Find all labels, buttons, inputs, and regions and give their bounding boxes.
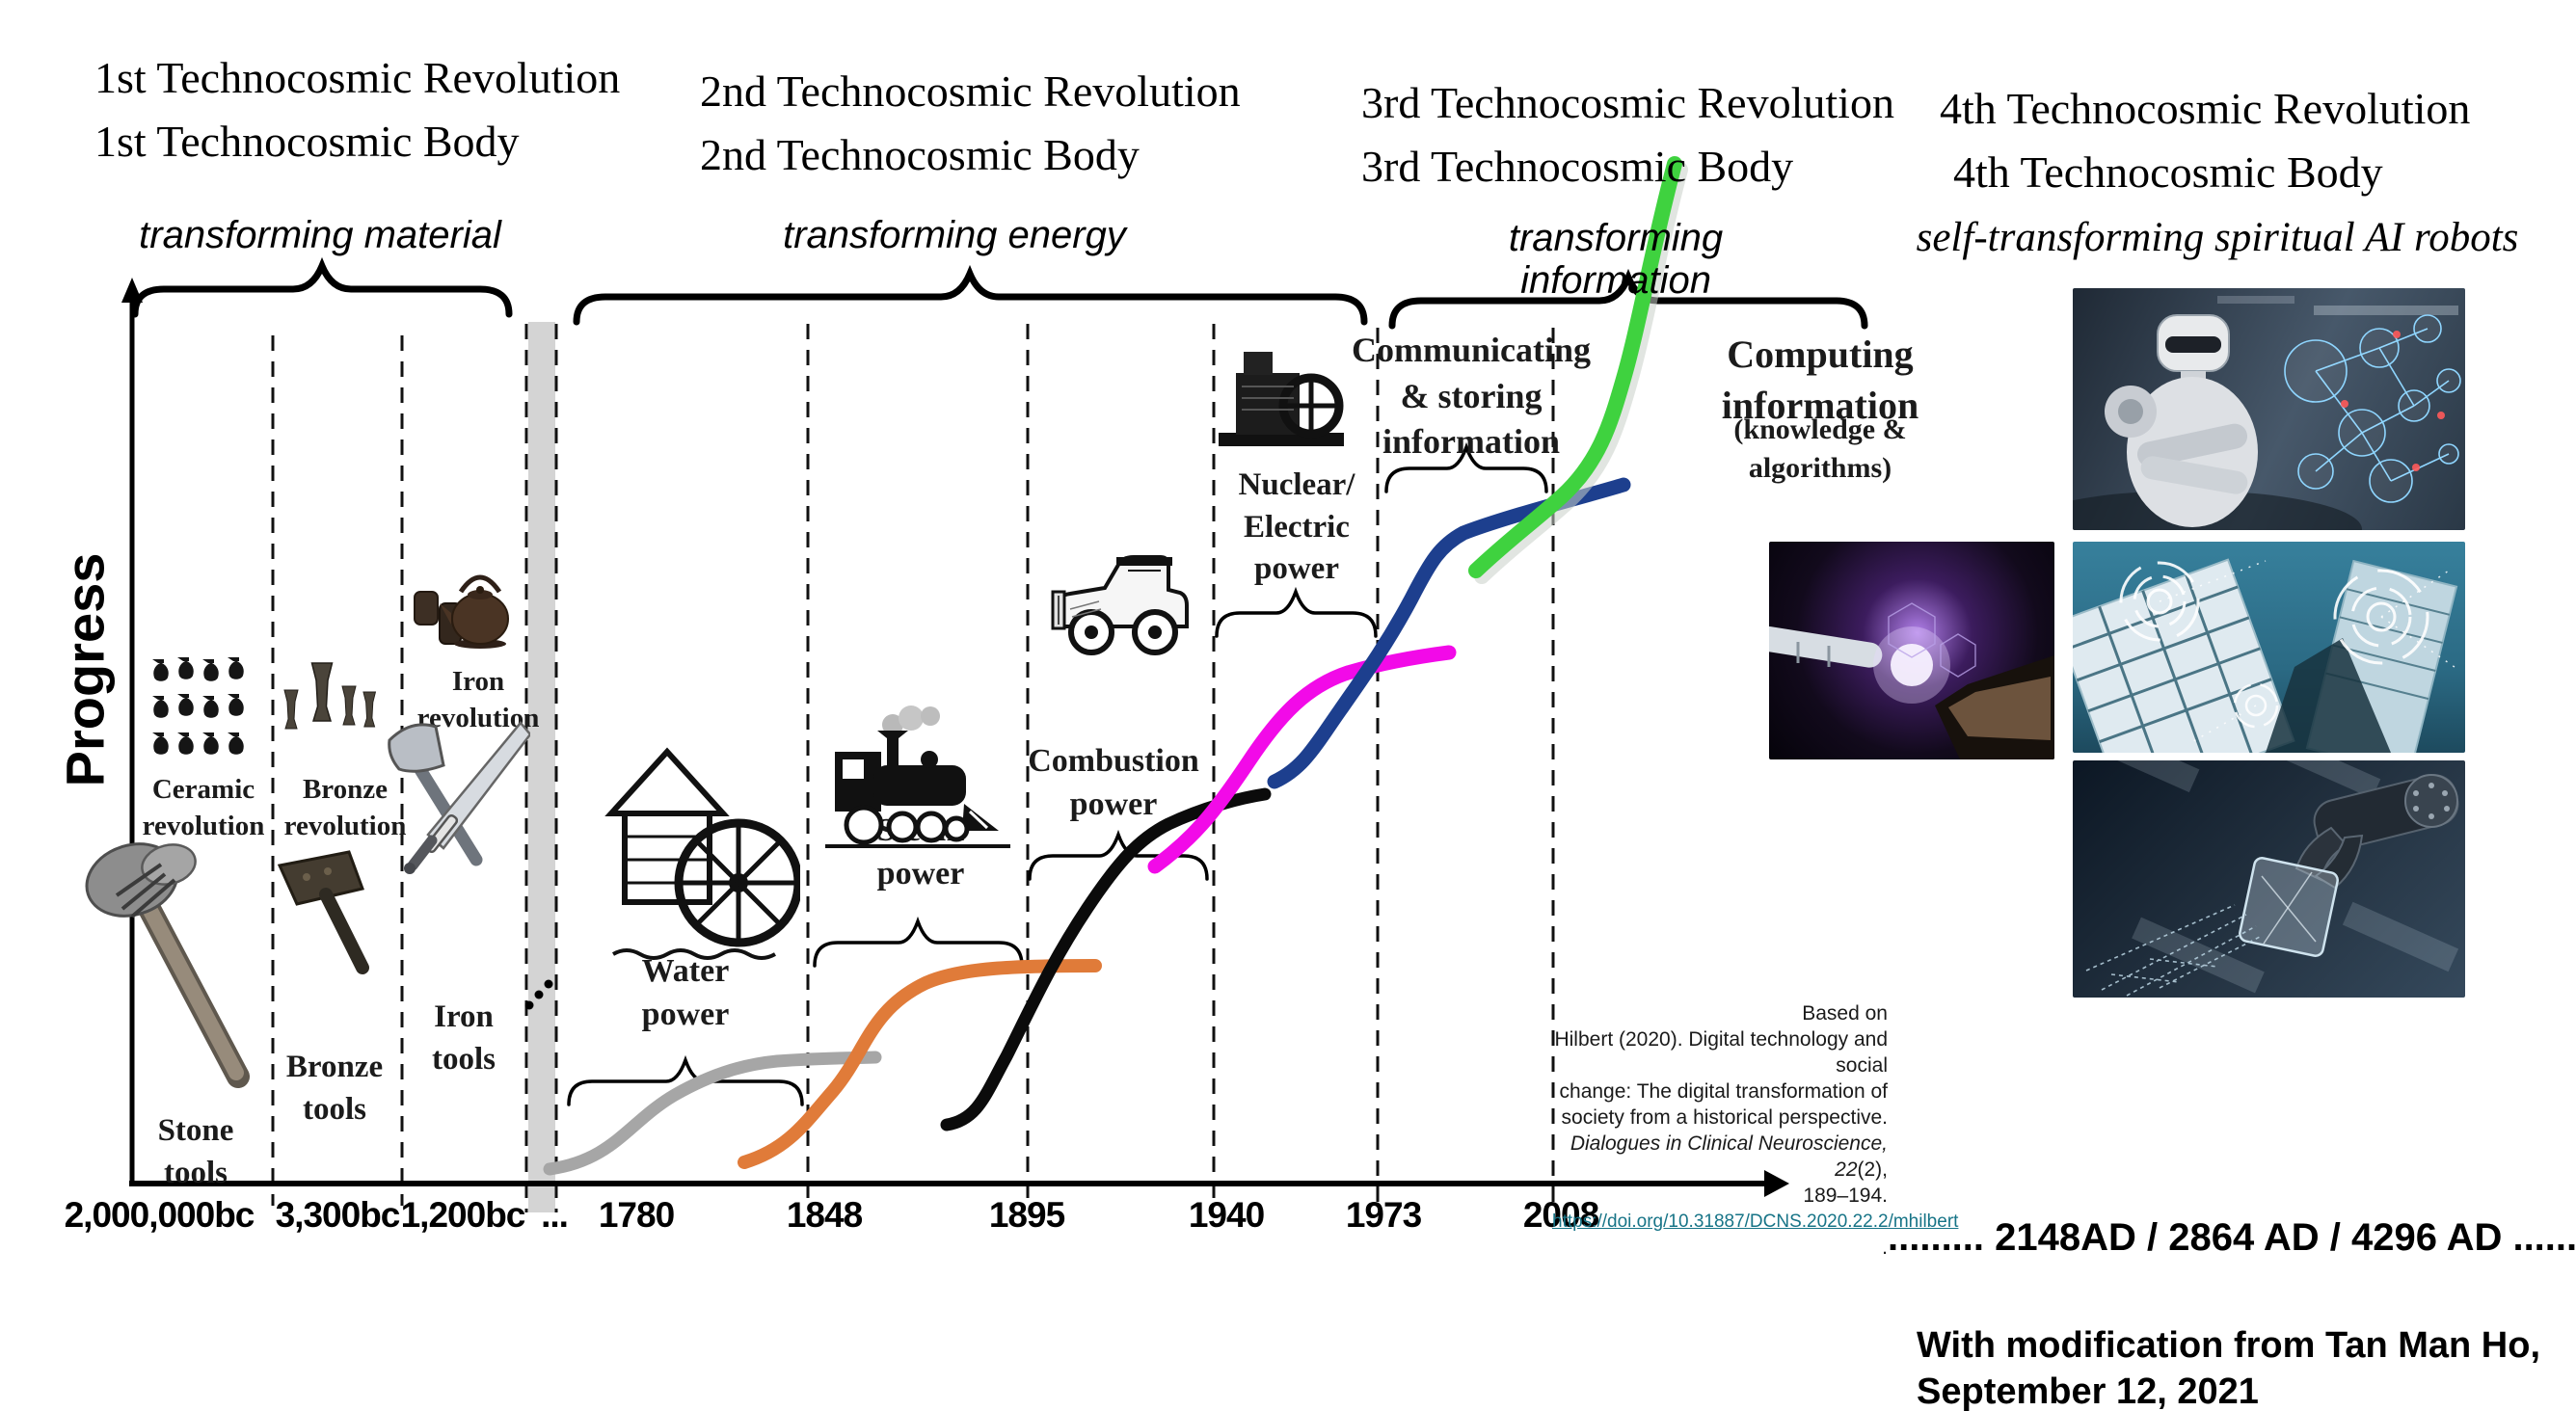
citation-dot: . bbox=[1882, 1237, 1888, 1259]
label-transforming-material: transforming material bbox=[139, 214, 501, 256]
brace-transforming-information bbox=[1388, 268, 1868, 330]
brace-transforming-material bbox=[131, 256, 513, 318]
brace-combustion-power bbox=[1028, 829, 1209, 881]
tick-2008: 2008 bbox=[1522, 1195, 1599, 1235]
vintage-car-image bbox=[1051, 555, 1189, 655]
power-braces bbox=[567, 441, 1548, 1106]
ceramic-pottery-image bbox=[152, 657, 244, 755]
future-years-line: ......... 2148AD / 2864 AD / 4296 AD ...… bbox=[1888, 1216, 2576, 1259]
label-transforming-information: transforming information bbox=[1508, 217, 1724, 302]
citation-line: Hilbert (2020). Digital technology and s… bbox=[1554, 1028, 1888, 1077]
y-axis-label: Progress bbox=[54, 552, 116, 787]
citation-line: Based on bbox=[1802, 1002, 1888, 1025]
header-3rd-body: 3rd Technocosmic Body bbox=[1361, 142, 1794, 191]
tick-2000000bc: 2,000,000bc bbox=[64, 1195, 255, 1235]
brace-nuclear-power bbox=[1215, 586, 1378, 638]
axe-sword-image bbox=[388, 721, 530, 874]
tick-3300bc: 3,300bc bbox=[275, 1195, 401, 1235]
label-combustion-power: Combustion power bbox=[1028, 743, 1199, 822]
header-3rd-revolution: 3rd Technocosmic Revolution bbox=[1361, 78, 1894, 127]
citation-line: Dialogues in Clinical Neuroscience, 22(2… bbox=[1552, 1131, 1888, 1183]
steam-locomotive-image bbox=[825, 706, 1010, 848]
bronze-vessels-image bbox=[283, 662, 376, 730]
generator-image bbox=[1219, 352, 1344, 446]
credit-line-1: With modification from Tan Man Ho, bbox=[1917, 1325, 2541, 1366]
header-2nd-revolution: 2nd Technocosmic Revolution bbox=[700, 67, 1241, 116]
label-self-transforming-ai: self-transforming spiritual AI robots bbox=[1916, 215, 2519, 260]
hands-touching-photo bbox=[1769, 542, 2054, 759]
header-2nd-body: 2nd Technocosmic Body bbox=[700, 130, 1140, 179]
header-1st-body: 1st Technocosmic Body bbox=[94, 117, 520, 166]
header-3rd: 3rd Technocosmic Revolution 3rd Technoco… bbox=[1361, 71, 1894, 199]
water-wheel-image bbox=[604, 747, 800, 960]
label-transforming-energy: transforming energy bbox=[783, 214, 1126, 256]
label-iron-tools: Iron tools bbox=[432, 999, 496, 1077]
label-computing-sub: (knowledge & algorithms) bbox=[1733, 413, 1907, 484]
robotic-arm-photo bbox=[2073, 760, 2465, 998]
curve-break-dots bbox=[524, 979, 553, 1010]
label-ceramic-revolution: Ceramic revolution bbox=[142, 774, 265, 842]
label-computing-information: Computing information bbox=[1721, 333, 1919, 427]
curve-steam-power bbox=[738, 959, 1102, 1169]
tick-1973: 1973 bbox=[1345, 1195, 1422, 1235]
header-1st: 1st Technocosmic Revolution 1st Technoco… bbox=[94, 46, 620, 173]
brace-water-power bbox=[567, 1054, 804, 1106]
citation-journal: Dialogues in Clinical Neuroscience, 22 bbox=[1570, 1132, 1888, 1181]
label-stone-tools: Stone tools bbox=[157, 1113, 234, 1190]
progress-curves bbox=[543, 156, 1688, 1176]
citation-issue: (2), bbox=[1857, 1158, 1889, 1181]
tick-1200bc: 1,200bc bbox=[400, 1195, 526, 1235]
time-break-bar bbox=[528, 322, 555, 1212]
label-bronze-tools: Bronze tools bbox=[285, 1050, 384, 1127]
citation-line: change: The digital transformation of bbox=[1559, 1080, 1888, 1103]
stone-hammer-image bbox=[85, 842, 250, 1088]
header-4th-revolution: 4th Technocosmic Revolution bbox=[1940, 84, 2471, 133]
tick-1940: 1940 bbox=[1188, 1195, 1265, 1235]
brace-communicating bbox=[1384, 441, 1548, 493]
citation-line: society from a historical perspective. bbox=[1561, 1106, 1888, 1129]
brace-transforming-energy bbox=[573, 264, 1368, 326]
tick-1780: 1780 bbox=[598, 1195, 675, 1235]
tick-1848: 1848 bbox=[786, 1195, 863, 1235]
brace-steam-power bbox=[813, 916, 1024, 968]
credit-line: With modification from Tan Man Ho, Septe… bbox=[1917, 1322, 2540, 1411]
label-nuclear-electric-power: Nuclear/ Electric power bbox=[1238, 467, 1355, 587]
bronze-dagger-image bbox=[277, 850, 369, 974]
iron-kettle-image bbox=[414, 574, 509, 649]
label-communicating-information: Communicating & storing information bbox=[1351, 331, 1591, 462]
label-bronze-revolution: Bronze revolution bbox=[283, 774, 407, 842]
citation-doi-link[interactable]: https://doi.org/10.31887/DCNS.2020.22.2/… bbox=[1552, 1211, 1959, 1232]
curve-computing-information bbox=[1468, 156, 1682, 578]
curve-water-power bbox=[543, 1051, 882, 1176]
ai-robot-photo bbox=[2073, 288, 2465, 530]
top-braces bbox=[131, 256, 1868, 330]
x-axis-arrowhead bbox=[1764, 1170, 1789, 1197]
curve-nuclear-electric-power bbox=[1147, 645, 1457, 874]
curve-combustion-power bbox=[940, 787, 1272, 1131]
tick-1895: 1895 bbox=[988, 1195, 1065, 1235]
citation-pages: 189–194. bbox=[1803, 1185, 1888, 1207]
curve-communicating-information bbox=[1267, 477, 1631, 789]
label-water-power: Water power bbox=[641, 953, 730, 1032]
header-2nd: 2nd Technocosmic Revolution 2nd Technoco… bbox=[700, 60, 1241, 187]
citation-block: Based on Hilbert (2020). Digital technol… bbox=[1552, 1000, 1959, 1261]
smart-city-photo bbox=[2073, 542, 2465, 753]
header-4th-body: 4th Technocosmic Body bbox=[1953, 147, 2383, 197]
credit-line-2: September 12, 2021 bbox=[1917, 1371, 2259, 1411]
header-1st-revolution: 1st Technocosmic Revolution bbox=[94, 53, 621, 102]
header-4th: 4th Technocosmic Revolution 4th Technoco… bbox=[1940, 77, 2470, 204]
tick-break: ... bbox=[541, 1195, 569, 1235]
